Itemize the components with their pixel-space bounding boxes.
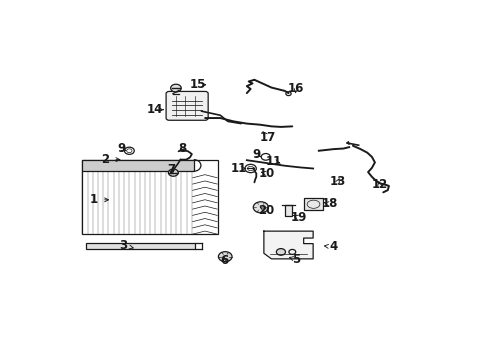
Bar <box>82 159 193 171</box>
Text: 4: 4 <box>329 240 337 253</box>
Text: 18: 18 <box>322 198 338 211</box>
Circle shape <box>253 202 268 213</box>
Text: 6: 6 <box>220 254 228 267</box>
Bar <box>82 159 218 234</box>
Circle shape <box>218 252 232 262</box>
Text: 9: 9 <box>252 148 260 161</box>
Text: 3: 3 <box>120 239 127 252</box>
Text: 10: 10 <box>258 167 274 180</box>
Text: 9: 9 <box>117 142 125 155</box>
Text: 1: 1 <box>89 193 97 206</box>
Circle shape <box>170 84 181 92</box>
Text: 12: 12 <box>370 178 387 191</box>
Text: 5: 5 <box>291 253 300 266</box>
Text: 2: 2 <box>101 153 108 166</box>
Bar <box>304 198 322 210</box>
Text: 14: 14 <box>146 103 163 116</box>
Text: 7: 7 <box>166 163 175 176</box>
Circle shape <box>276 249 285 255</box>
Text: 20: 20 <box>257 204 273 217</box>
Text: 19: 19 <box>290 211 306 224</box>
Text: 16: 16 <box>287 82 304 95</box>
Text: 15: 15 <box>189 78 205 91</box>
Text: 11: 11 <box>264 154 281 167</box>
Text: 17: 17 <box>259 131 275 144</box>
Circle shape <box>168 169 178 176</box>
Text: 13: 13 <box>329 175 345 188</box>
Polygon shape <box>264 231 312 259</box>
Bar <box>284 205 292 216</box>
Bar <box>85 243 195 249</box>
Text: 11: 11 <box>230 162 246 175</box>
FancyBboxPatch shape <box>166 91 208 120</box>
Text: 8: 8 <box>178 142 186 155</box>
